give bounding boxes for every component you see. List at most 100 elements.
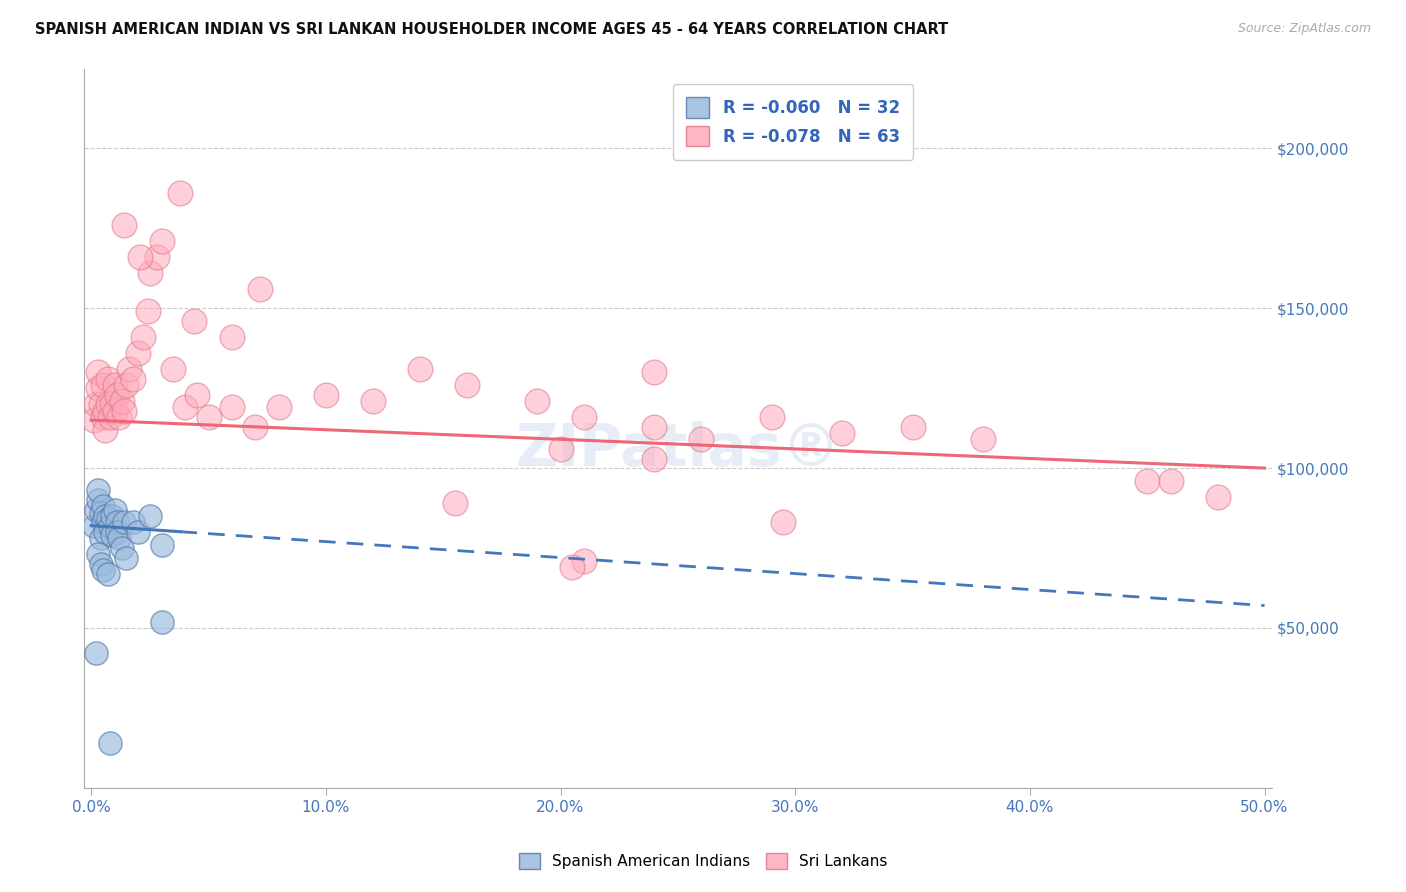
Point bbox=[87, 365, 110, 379]
Point bbox=[91, 409, 114, 424]
Point bbox=[101, 528, 124, 542]
Point bbox=[221, 401, 243, 415]
Point bbox=[84, 502, 107, 516]
Point bbox=[94, 403, 117, 417]
Point bbox=[111, 394, 134, 409]
Point bbox=[105, 524, 128, 539]
Point bbox=[139, 266, 162, 280]
Point bbox=[643, 365, 665, 379]
Point bbox=[104, 502, 127, 516]
Point bbox=[90, 506, 112, 520]
Point bbox=[90, 532, 112, 546]
Point bbox=[245, 419, 267, 434]
Point bbox=[94, 524, 117, 539]
Point bbox=[444, 496, 467, 510]
Point bbox=[174, 401, 197, 415]
Point bbox=[643, 419, 665, 434]
Point bbox=[139, 509, 162, 524]
Point bbox=[972, 433, 994, 447]
Point bbox=[87, 548, 110, 562]
Point bbox=[98, 518, 121, 533]
Point bbox=[249, 282, 271, 296]
Point bbox=[127, 524, 149, 539]
Point bbox=[129, 250, 152, 264]
Point bbox=[97, 371, 120, 385]
Point bbox=[115, 550, 138, 565]
Point bbox=[122, 516, 145, 530]
Point bbox=[136, 304, 159, 318]
Point bbox=[169, 186, 191, 201]
Point bbox=[772, 516, 794, 530]
Point bbox=[83, 518, 105, 533]
Point bbox=[97, 512, 120, 526]
Point bbox=[150, 615, 173, 629]
Point bbox=[526, 394, 548, 409]
Point bbox=[112, 403, 135, 417]
Text: Source: ZipAtlas.com: Source: ZipAtlas.com bbox=[1237, 22, 1371, 36]
Point bbox=[91, 500, 114, 514]
Point bbox=[118, 362, 141, 376]
Point bbox=[456, 378, 478, 392]
Point bbox=[111, 541, 134, 555]
Point bbox=[122, 371, 145, 385]
Point bbox=[561, 560, 583, 574]
Point bbox=[267, 401, 290, 415]
Point bbox=[97, 566, 120, 581]
Point bbox=[150, 234, 173, 248]
Point bbox=[91, 378, 114, 392]
Point bbox=[87, 483, 110, 498]
Point bbox=[104, 378, 127, 392]
Point bbox=[104, 403, 127, 417]
Point bbox=[112, 516, 135, 530]
Legend: Spanish American Indians, Sri Lankans: Spanish American Indians, Sri Lankans bbox=[512, 847, 894, 875]
Point bbox=[162, 362, 184, 376]
Point bbox=[132, 330, 155, 344]
Point bbox=[108, 409, 131, 424]
Point bbox=[105, 516, 128, 530]
Point bbox=[90, 397, 112, 411]
Point bbox=[83, 413, 105, 427]
Point bbox=[94, 509, 117, 524]
Point bbox=[101, 509, 124, 524]
Point bbox=[221, 330, 243, 344]
Point bbox=[409, 362, 432, 376]
Point bbox=[87, 381, 110, 395]
Point bbox=[901, 419, 924, 434]
Point bbox=[550, 442, 572, 456]
Point bbox=[690, 433, 713, 447]
Point bbox=[127, 346, 149, 360]
Point bbox=[315, 387, 337, 401]
Point bbox=[91, 516, 114, 530]
Point bbox=[572, 409, 595, 424]
Point bbox=[831, 425, 853, 440]
Point bbox=[572, 554, 595, 568]
Point bbox=[97, 397, 120, 411]
Point bbox=[361, 394, 384, 409]
Legend: R = -0.060   N = 32, R = -0.078   N = 63: R = -0.060 N = 32, R = -0.078 N = 63 bbox=[672, 84, 912, 160]
Point bbox=[1160, 474, 1182, 488]
Point bbox=[90, 557, 112, 571]
Point bbox=[115, 378, 138, 392]
Point bbox=[84, 397, 107, 411]
Point bbox=[186, 387, 208, 401]
Point bbox=[98, 736, 121, 750]
Point bbox=[761, 409, 783, 424]
Point bbox=[84, 647, 107, 661]
Point bbox=[101, 397, 124, 411]
Text: ZIPatlas®: ZIPatlas® bbox=[516, 421, 841, 478]
Point bbox=[112, 218, 135, 232]
Point bbox=[1136, 474, 1159, 488]
Point bbox=[1206, 490, 1229, 504]
Point bbox=[87, 493, 110, 508]
Point bbox=[105, 387, 128, 401]
Point bbox=[146, 250, 169, 264]
Point bbox=[108, 532, 131, 546]
Point bbox=[98, 409, 121, 424]
Point bbox=[643, 451, 665, 466]
Text: SPANISH AMERICAN INDIAN VS SRI LANKAN HOUSEHOLDER INCOME AGES 45 - 64 YEARS CORR: SPANISH AMERICAN INDIAN VS SRI LANKAN HO… bbox=[35, 22, 949, 37]
Point bbox=[94, 423, 117, 437]
Point bbox=[197, 409, 219, 424]
Point bbox=[91, 563, 114, 577]
Point bbox=[150, 538, 173, 552]
Point bbox=[183, 314, 205, 328]
